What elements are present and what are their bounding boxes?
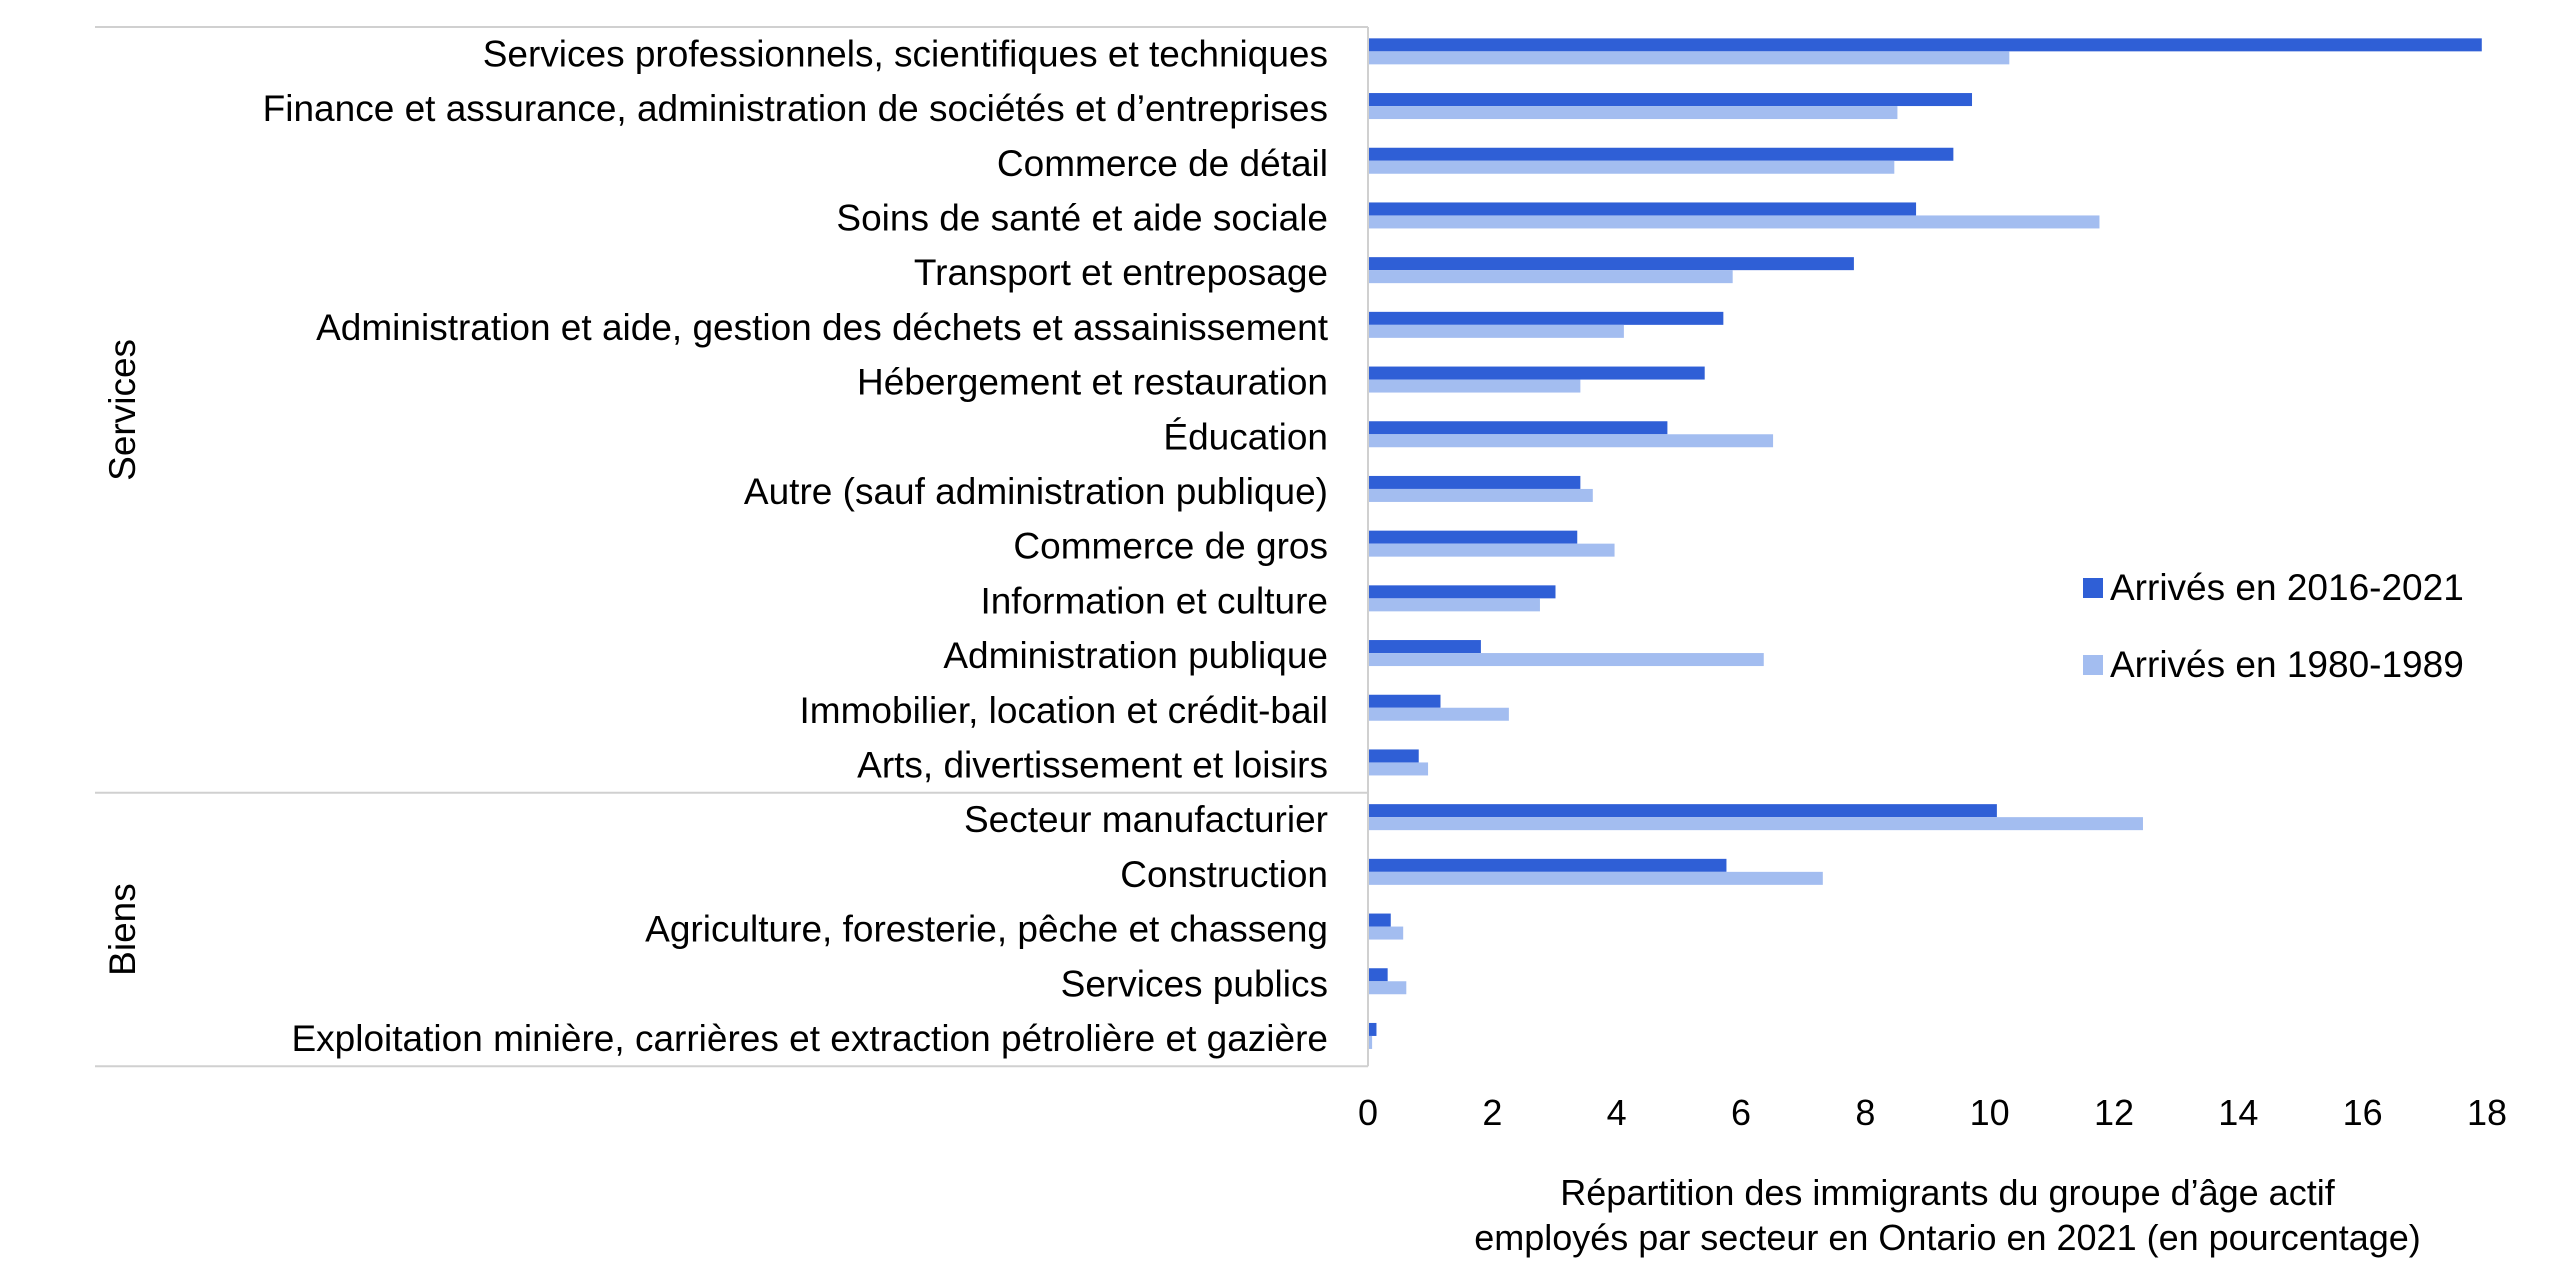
bar-2016-2021 (1369, 147, 1954, 161)
category-label: Soins de santé et aide sociale (836, 197, 1328, 238)
group-label: Services (102, 339, 143, 481)
category-label: Éducation (1163, 416, 1328, 457)
category-label: Construction (1120, 854, 1328, 895)
category-label: Secteur manufacturier (964, 799, 1328, 840)
bar-1980-1989 (1369, 817, 2143, 831)
x-tick-label: 0 (1358, 1092, 1378, 1133)
category-label: Services publics (1061, 963, 1328, 1004)
bar-2016-2021 (1369, 93, 1973, 107)
bar-1980-1989 (1369, 1035, 1373, 1049)
category-label: Exploitation minière, carrières et extra… (292, 1018, 1329, 1059)
bar-1980-1989 (1369, 324, 1624, 338)
bar-2016-2021 (1369, 1022, 1377, 1036)
bar-2016-2021 (1369, 475, 1581, 489)
bar-1980-1989 (1369, 981, 1407, 995)
x-tick-label: 8 (1855, 1092, 1875, 1133)
group-labels: Services Biens (102, 339, 143, 976)
x-tick-label: 6 (1731, 1092, 1751, 1133)
x-tick-label: 2 (1482, 1092, 1502, 1133)
category-label: Hébergement et restauration (857, 362, 1328, 403)
x-tick-label: 4 (1607, 1092, 1627, 1133)
legend: Arrivés en 2016-2021 Arrivés en 1980-1989 (2083, 567, 2464, 685)
bar-1980-1989 (1369, 762, 1429, 776)
bar-2016-2021 (1369, 968, 1388, 982)
bars (1369, 38, 2482, 1049)
category-label: Commerce de gros (1013, 526, 1328, 567)
category-labels: Services professionnels, scientifiques e… (263, 33, 1329, 1059)
bar-2016-2021 (1369, 585, 1556, 599)
category-label: Transport et entreposage (914, 252, 1328, 293)
x-tick-label: 10 (1970, 1092, 2010, 1133)
category-label: Finance et assurance, administration de … (263, 88, 1328, 129)
x-axis-ticks: 0 2 4 6 8 10 12 14 16 18 (1358, 1092, 2507, 1133)
bar-1980-1989 (1369, 106, 1898, 120)
bar-2016-2021 (1369, 202, 1917, 216)
legend-label: Arrivés en 1980-1989 (2110, 644, 2464, 685)
bar-2016-2021 (1369, 421, 1668, 435)
bar-2016-2021 (1369, 640, 1481, 654)
category-label: Services professionnels, scientifiques e… (483, 33, 1328, 74)
bar-1980-1989 (1369, 160, 1895, 174)
x-tick-label: 12 (2094, 1092, 2134, 1133)
bar-1980-1989 (1369, 871, 1823, 885)
bar-1980-1989 (1369, 653, 1764, 667)
category-label: Autre (sauf administration publique) (744, 471, 1328, 512)
bar-1980-1989 (1369, 926, 1404, 940)
bar-1980-1989 (1369, 379, 1581, 393)
x-axis-title: Répartition des immigrants du groupe d’â… (1474, 1172, 2421, 1258)
bar-1980-1989 (1369, 543, 1615, 557)
bar-2016-2021 (1369, 694, 1441, 708)
bar-1980-1989 (1369, 707, 1509, 721)
bar-1980-1989 (1369, 598, 1540, 612)
bar-2016-2021 (1369, 311, 1724, 325)
legend-swatch (2083, 578, 2103, 598)
legend-swatch (2083, 655, 2103, 675)
category-label: Immobilier, location et crédit-bail (800, 690, 1329, 731)
category-label: Administration publique (943, 635, 1328, 676)
bar-1980-1989 (1369, 215, 2100, 229)
x-axis-title-line: employés par secteur en Ontario en 2021 … (1474, 1217, 2421, 1258)
bar-2016-2021 (1369, 804, 1997, 818)
bar-2016-2021 (1369, 530, 1578, 544)
bar-1980-1989 (1369, 434, 1774, 448)
category-label: Administration et aide, gestion des déch… (316, 307, 1329, 348)
bar-2016-2021 (1369, 913, 1391, 927)
bar-2016-2021 (1369, 749, 1419, 763)
x-axis-title-line: Répartition des immigrants du groupe d’â… (1560, 1172, 2335, 1213)
category-label: Information et culture (980, 580, 1328, 621)
group-label: Biens (102, 883, 143, 976)
bar-1980-1989 (1369, 488, 1593, 502)
bar-1980-1989 (1369, 51, 2010, 65)
bar-1980-1989 (1369, 270, 1733, 284)
chart-frame (95, 26, 1369, 1068)
x-tick-label: 14 (2218, 1092, 2258, 1133)
category-label: Arts, divertissement et loisirs (857, 744, 1328, 785)
bar-2016-2021 (1369, 38, 2482, 52)
x-tick-label: 18 (2467, 1092, 2507, 1133)
legend-label: Arrivés en 2016-2021 (2110, 567, 2464, 608)
bar-2016-2021 (1369, 366, 1705, 380)
x-tick-label: 16 (2343, 1092, 2383, 1133)
bar-2016-2021 (1369, 257, 1854, 271)
category-label: Agriculture, foresterie, pêche et chasse… (645, 909, 1328, 950)
bar-2016-2021 (1369, 858, 1727, 872)
category-label: Commerce de détail (997, 143, 1328, 184)
